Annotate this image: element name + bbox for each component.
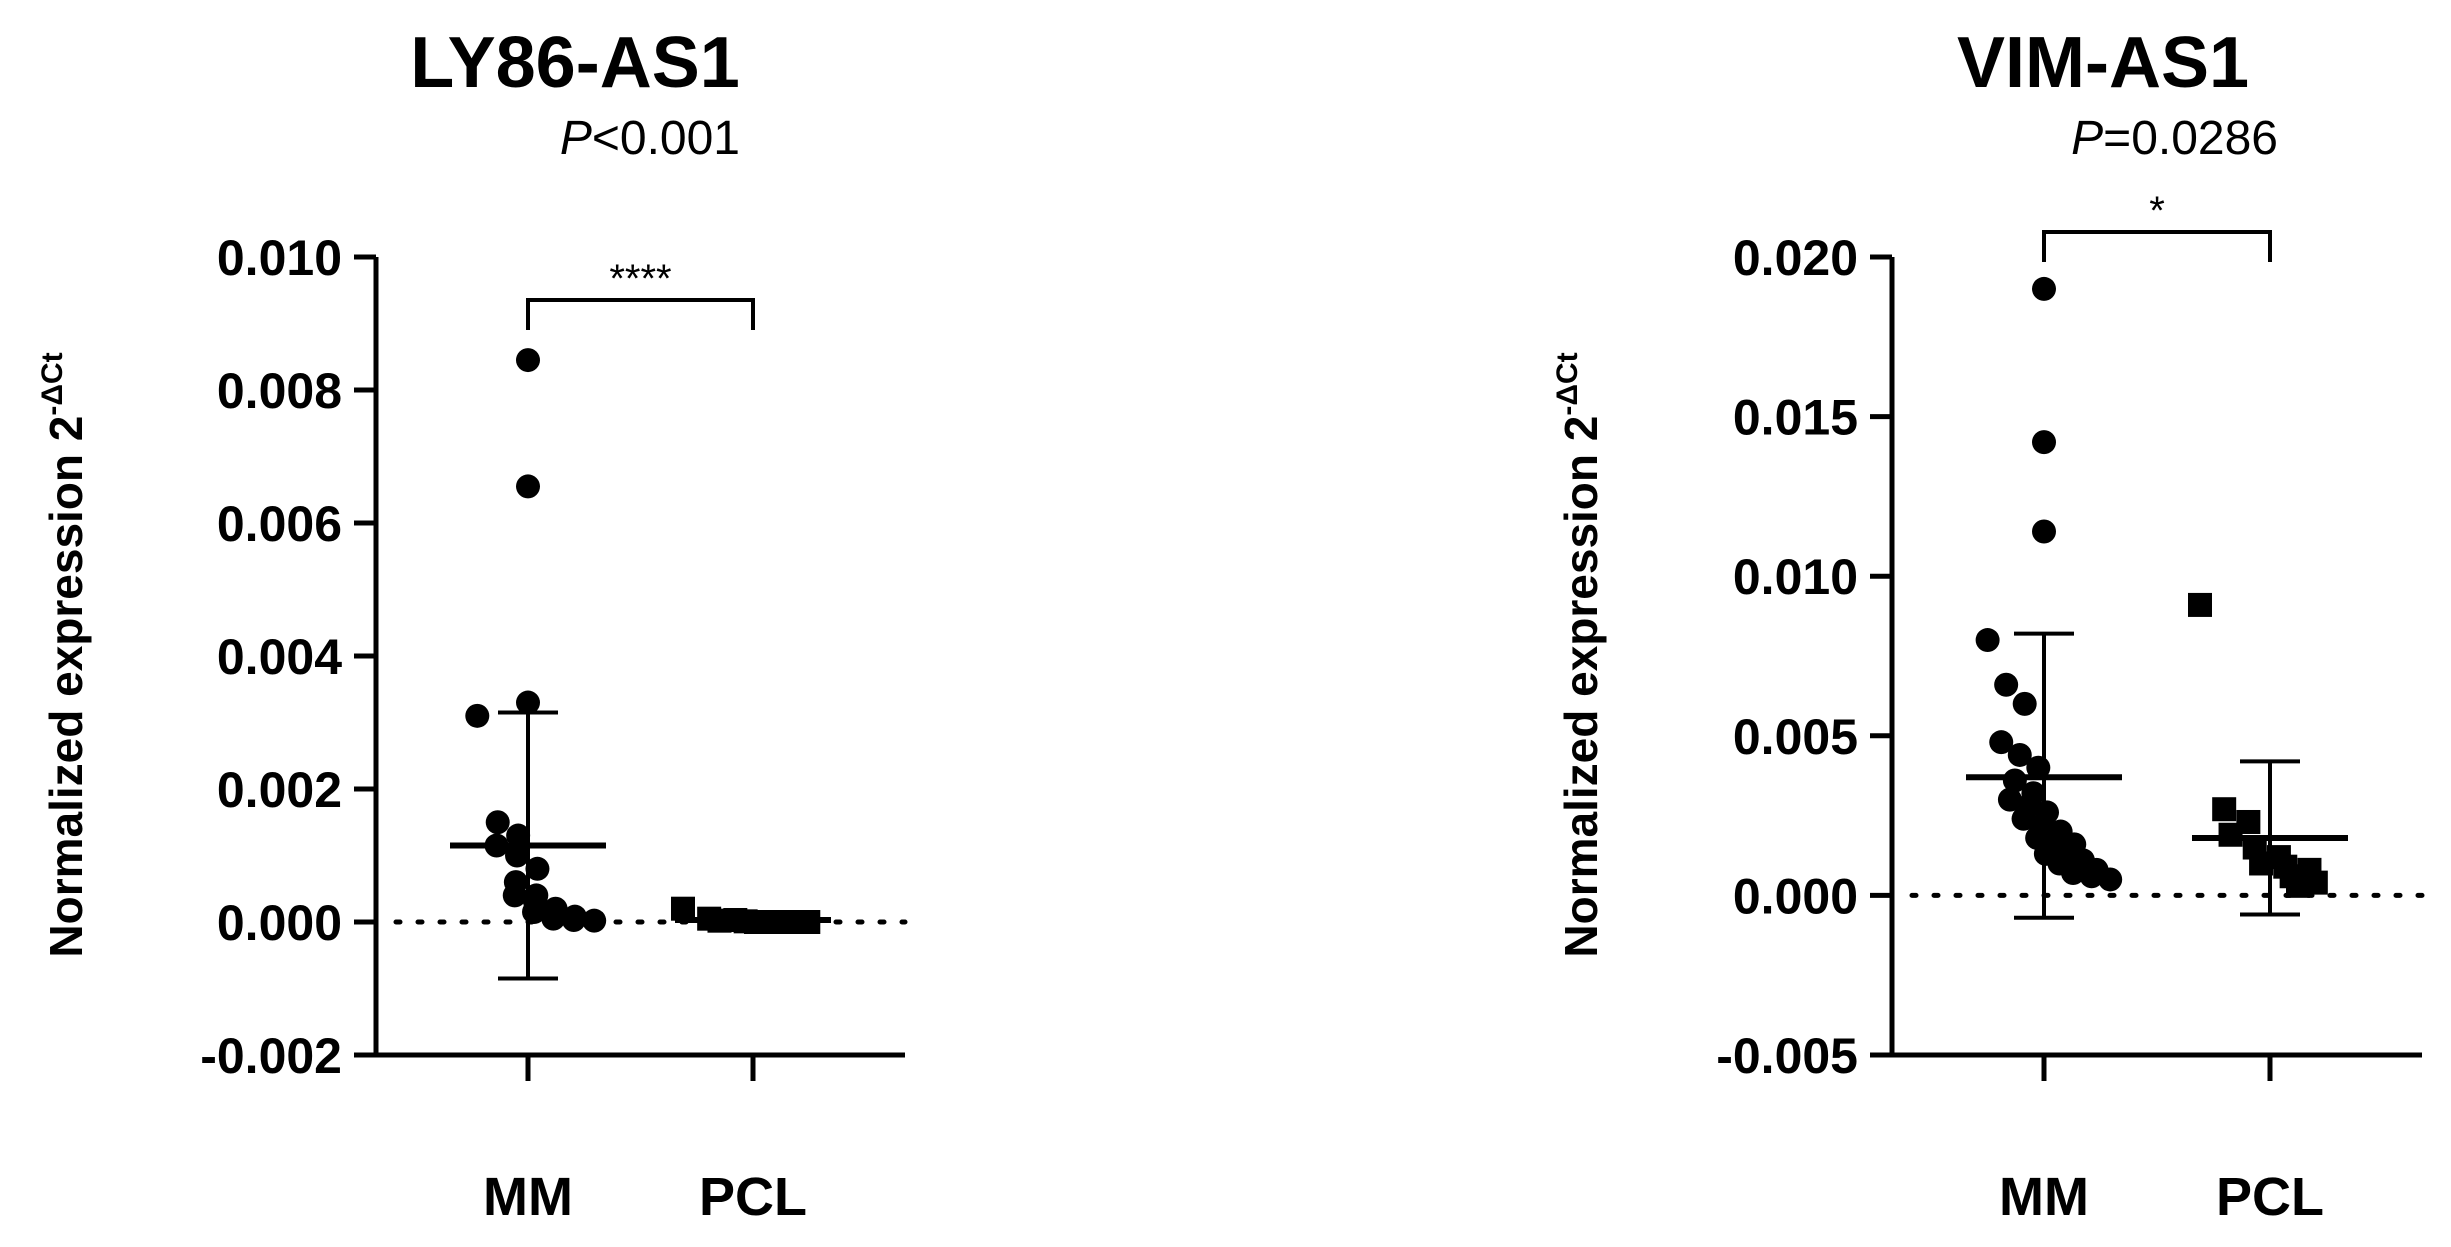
- x-tick-label: PCL: [2216, 1167, 2324, 1227]
- y-tick-label: 0.006: [217, 496, 342, 552]
- data-point-mm: [1989, 730, 2014, 755]
- data-point-mm: [2061, 861, 2086, 886]
- x-tick-label: PCL: [699, 1167, 807, 1227]
- data-point-pcl: [671, 896, 695, 921]
- y-axis-label-main: Normalized expression 2: [1555, 416, 1607, 958]
- data-point-mm: [2032, 430, 2056, 455]
- y-tick-label: 0.000: [1733, 868, 1858, 924]
- significance-marker: *: [2149, 189, 2165, 233]
- y-tick-label: 0.002: [217, 762, 342, 818]
- chart-panel-1: LY86-AS1 P<0.001 Normalized expression 2-Δ…: [36, 23, 908, 1227]
- data-point-mm: [516, 474, 540, 499]
- data-point-mm: [2079, 864, 2104, 889]
- significance-bracket: [2042, 230, 2272, 262]
- data-point-mm: [541, 906, 566, 931]
- data-point-pcl: [2188, 592, 2212, 617]
- chart-title: VIM-AS1: [1957, 23, 2249, 103]
- p-value-prefix: P: [560, 112, 592, 165]
- data-point-pcl: [2212, 797, 2237, 822]
- y-axis-label: Normalized expression 2-ΔCt: [1551, 352, 1607, 957]
- data-point-mm: [582, 908, 607, 933]
- p-value-rest: =0.0286: [2103, 112, 2278, 165]
- significance-marker: ****: [609, 257, 671, 301]
- data-point-mm: [525, 856, 550, 881]
- y-axis-label: Normalized expression 2-ΔCt: [36, 352, 92, 957]
- data-point-mm: [506, 823, 531, 848]
- y-tick-label: 0.004: [217, 629, 342, 685]
- data-point-mm: [516, 690, 540, 715]
- data-point-mm: [516, 348, 540, 373]
- y-tick-label: -0.002: [200, 1028, 342, 1084]
- data-point-pcl: [2218, 822, 2243, 847]
- p-value-prefix: P: [2071, 112, 2103, 165]
- data-point-mm: [505, 843, 530, 868]
- data-point-mm: [2098, 867, 2123, 892]
- y-tick-label: -0.005: [1716, 1028, 1858, 1084]
- x-tick-label: MM: [483, 1167, 573, 1227]
- data-point-mm: [2032, 276, 2056, 301]
- data-point-mm: [2007, 742, 2032, 767]
- p-value: P<0.001: [560, 112, 740, 165]
- y-axis-label-main: Normalized expression 2: [40, 416, 92, 958]
- y-tick-label: 0.008: [217, 363, 342, 419]
- y-tick-label: 0.010: [217, 230, 342, 286]
- chart-panel-2: VIM-AS1 P=0.0286 Normalized expression 2-Δ…: [1551, 23, 2425, 1227]
- data-point-mm: [561, 908, 586, 933]
- data-point-mm: [485, 810, 510, 835]
- y-axis-label-superscript: -ΔCt: [1551, 352, 1584, 415]
- y-tick-label: 0.000: [217, 895, 342, 951]
- data-point-mm: [465, 703, 490, 728]
- data-point-mm: [2011, 806, 2036, 831]
- data-point-mm: [2012, 691, 2037, 716]
- chart-title: LY86-AS1: [410, 23, 740, 103]
- data-point-mm: [2032, 519, 2056, 544]
- data-point-mm: [1997, 787, 2022, 812]
- significance-bracket: [526, 298, 755, 330]
- data-point-mm: [1994, 672, 2019, 697]
- x-tick-label: MM: [1999, 1167, 2089, 1227]
- data-point-mm: [1975, 628, 2000, 653]
- y-axis-label-superscript: -ΔCt: [36, 352, 69, 415]
- p-value: P=0.0286: [2071, 112, 2278, 165]
- data-point-pcl: [2286, 873, 2310, 898]
- y-tick-label: 0.020: [1733, 230, 1858, 286]
- p-value-rest: <0.001: [592, 112, 740, 165]
- y-tick-label: 0.005: [1733, 709, 1858, 765]
- y-tick-label: 0.015: [1733, 390, 1858, 446]
- y-tick-label: 0.010: [1733, 549, 1858, 605]
- data-point-mm: [502, 883, 527, 908]
